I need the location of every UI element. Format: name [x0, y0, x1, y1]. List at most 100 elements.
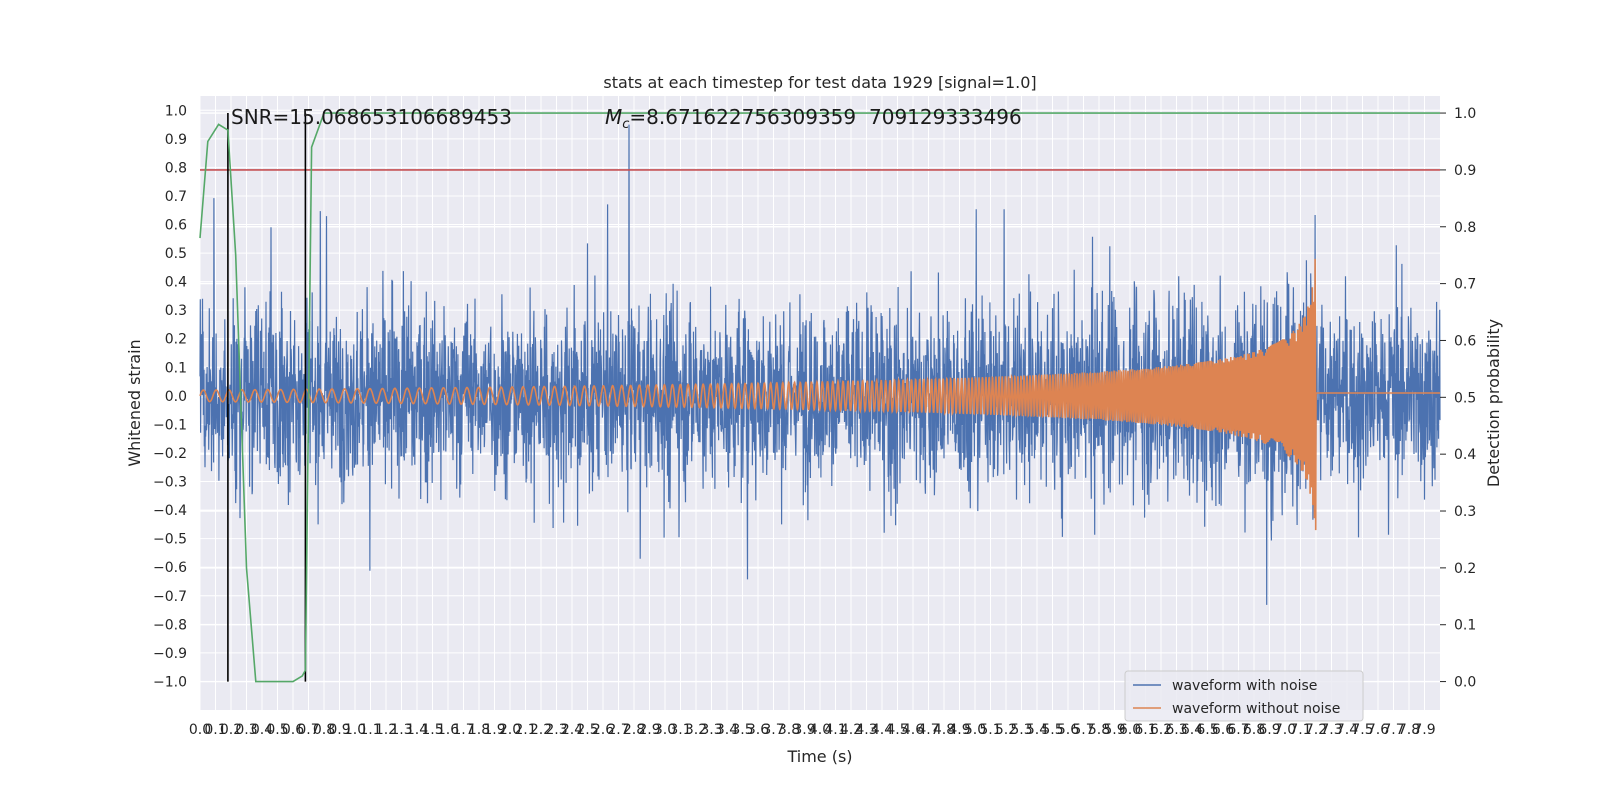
x-tick-label: 0.8 [313, 722, 335, 738]
y2-tick-label: 0.9 [1454, 163, 1476, 179]
x-tick-label: 6.4 [1181, 722, 1203, 738]
y2-tick-label: 0.5 [1454, 390, 1476, 406]
y-tick-label: −0.5 [153, 532, 187, 548]
x-tick-label: 4.8 [933, 722, 955, 738]
x-tick-label: 2.1 [514, 722, 536, 738]
x-tick-label: 5.0 [964, 722, 986, 738]
legend-box [1124, 670, 1364, 722]
y-tick-label: 0.2 [165, 332, 187, 348]
x-tick-label: 3.9 [793, 722, 815, 738]
x-tick-label: 3.5 [731, 722, 753, 738]
x-tick-label: 0.1 [204, 722, 226, 738]
chirp-mass-symbol: M [605, 105, 622, 129]
chirp-mass-annotation: Mc=8.671622756309359 [605, 105, 856, 132]
x-tick-label: 1.1 [359, 722, 381, 738]
x-tick-label: 4.1 [824, 722, 846, 738]
x-tick-label: 4.7 [917, 722, 939, 738]
y2-tick-label: 0.3 [1454, 504, 1476, 520]
x-tick-label: 6.1 [1134, 722, 1156, 738]
x-tick-label: 6.8 [1243, 722, 1265, 738]
y-tick-label: 0.7 [165, 189, 187, 205]
x-tick-label: 5.4 [1026, 722, 1048, 738]
legend-label-noise: waveform with noise [1172, 678, 1317, 694]
detection-probability-line [199, 112, 1440, 683]
overlap-annotation: 709129333496 [869, 105, 1022, 129]
x-tick-label: 7.0 [1274, 722, 1296, 738]
legend: waveform with noise waveform without noi… [1124, 670, 1364, 722]
x-tick-label: 3.7 [762, 722, 784, 738]
x-tick-labels: 0.00.10.20.30.40.50.60.70.80.91.01.11.21… [189, 722, 1436, 738]
x-tick-label: 5.9 [1103, 722, 1125, 738]
y-tick-label: −1.0 [153, 674, 187, 690]
x-tick-label: 5.3 [1010, 722, 1032, 738]
x-tick-label: 3.8 [778, 722, 800, 738]
y2-axis-label: Detection probability [1484, 319, 1503, 487]
x-tick-label: 6.3 [1165, 722, 1187, 738]
y-tick-label: −0.2 [153, 446, 187, 462]
x-axis-label: Time (s) [786, 747, 852, 766]
x-tick-label: 1.6 [437, 722, 459, 738]
x-tick-label: 2.8 [623, 722, 645, 738]
x-tick-label: 6.7 [1227, 722, 1249, 738]
y-tick-label: 1.0 [165, 103, 187, 119]
x-tick-label: 0.2 [220, 722, 242, 738]
x-tick-label: 4.2 [840, 722, 862, 738]
y2-tick-label: 1.0 [1454, 106, 1476, 122]
y-tick-label: −0.3 [153, 475, 187, 491]
x-tick-label: 4.0 [809, 722, 831, 738]
x-tick-label: 7.8 [1398, 722, 1420, 738]
y-tick-label: 0.9 [165, 132, 187, 148]
x-tick-label: 4.4 [871, 722, 893, 738]
x-tick-label: 7.4 [1336, 722, 1358, 738]
x-tick-label: 6.2 [1150, 722, 1172, 738]
y-tick-label: 0.6 [165, 218, 187, 234]
y-tick-label: 0.0 [165, 389, 187, 405]
y-tick-labels: 1.0 0.9 0.8 0.7 0.6 0.5 0.4 0.3 0.2 0.1 0.0 −0.1 −0.… [153, 103, 187, 690]
x-tick-label: 5.5 [1041, 722, 1063, 738]
x-tick-label: 1.8 [468, 722, 490, 738]
x-tick-label: 2.3 [545, 722, 567, 738]
x-tick-label: 6.5 [1196, 722, 1218, 738]
vertical-markers [227, 113, 307, 682]
x-tick-label: 2.7 [607, 722, 629, 738]
y-tick-label: −0.9 [153, 646, 187, 662]
x-tick-label: 5.8 [1088, 722, 1110, 738]
x-tick-label: 2.4 [561, 722, 583, 738]
x-tick-label: 3.6 [747, 722, 769, 738]
x-tick-label: 2.6 [592, 722, 614, 738]
chart-title: stats at each timestep for test data 192… [603, 73, 1036, 92]
x-tick-label: 5.1 [979, 722, 1001, 738]
x-tick-label: 6.6 [1212, 722, 1234, 738]
x-tick-label: 1.9 [483, 722, 505, 738]
x-tick-label: 3.1 [669, 722, 691, 738]
y2-tick-label: 0.8 [1454, 220, 1476, 236]
x-tick-label: 3.0 [654, 722, 676, 738]
y-tick-label: 0.8 [165, 160, 187, 176]
y2-tick-label: 0.2 [1454, 561, 1476, 577]
x-tick-label: 2.9 [638, 722, 660, 738]
x-tick-label: 1.2 [375, 722, 397, 738]
y2-tick-labels: 1.0 0.9 0.8 0.7 0.6 0.5 0.4 0.3 0.2 0.1 0.0 [1440, 106, 1476, 691]
x-tick-label: 3.4 [716, 722, 738, 738]
x-tick-label: 1.4 [406, 722, 428, 738]
x-tick-label: 3.3 [700, 722, 722, 738]
x-tick-label: 0.7 [297, 722, 319, 738]
y-tick-label: 0.4 [165, 275, 187, 291]
y2-tick-label: 0.1 [1454, 618, 1476, 634]
x-tick-label: 1.0 [344, 722, 366, 738]
x-tick-label: 0.0 [189, 722, 211, 738]
legend-label-clean: waveform without noise [1172, 701, 1340, 717]
y-tick-label: 0.5 [165, 246, 187, 262]
x-tick-label: 7.1 [1289, 722, 1311, 738]
x-tick-label: 7.6 [1367, 722, 1389, 738]
x-tick-label: 2.2 [530, 722, 552, 738]
chirp-mass-subscript: c [622, 117, 629, 132]
x-tick-label: 0.6 [282, 722, 304, 738]
x-tick-label: 7.9 [1413, 722, 1435, 738]
chirp-mass-value: =8.671622756309359 [629, 105, 856, 129]
x-tick-label: 0.9 [328, 722, 350, 738]
x-tick-label: 6.0 [1119, 722, 1141, 738]
x-tick-label: 4.5 [886, 722, 908, 738]
x-tick-label: 7.2 [1305, 722, 1327, 738]
